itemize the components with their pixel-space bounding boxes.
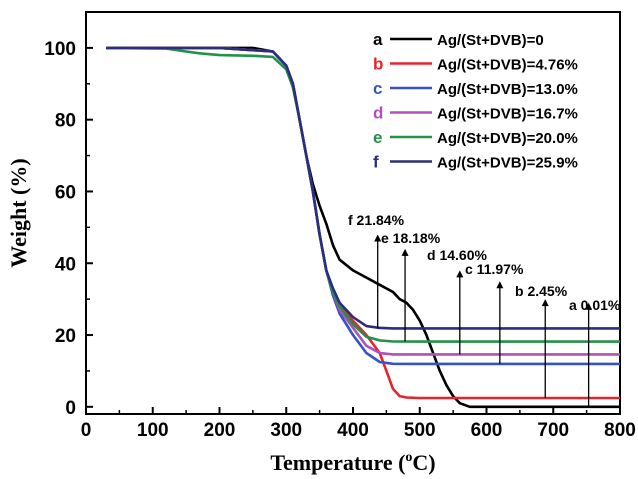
legend-label: Ag/(St+DVB)=16.7% xyxy=(437,106,578,123)
legend-letter: f xyxy=(373,153,379,172)
annotation-label: e 18.18% xyxy=(381,230,441,246)
annotation-label: f 21.84% xyxy=(348,212,405,228)
y-axis-title: Weight (%) xyxy=(6,158,31,267)
legend-label: Ag/(St+DVB)=0 xyxy=(437,32,544,49)
annotation-label: d 14.60% xyxy=(427,247,487,263)
y-tick-label: 0 xyxy=(65,398,76,419)
y-tick-label: 60 xyxy=(55,182,76,203)
legend-label: Ag/(St+DVB)=13.0% xyxy=(437,81,578,98)
x-tick-label: 400 xyxy=(337,420,369,441)
arrow-head xyxy=(456,270,464,278)
arrow-head xyxy=(374,234,382,242)
y-tick-label: 100 xyxy=(44,39,76,60)
axis-ticks: 0 100 200 300 400 500 600 700 800 0 20 40 60 80 100 xyxy=(44,11,636,441)
x-tick-label: 0 xyxy=(81,420,92,441)
series-curves xyxy=(105,46,620,409)
arrow-head xyxy=(496,281,504,289)
legend-label: Ag/(St+DVB)=25.9% xyxy=(437,155,578,172)
x-tick-label: 800 xyxy=(604,420,636,441)
x-tick-label: 200 xyxy=(204,420,236,441)
legend-label: Ag/(St+DVB)=20.0% xyxy=(437,130,578,147)
annotations: f 21.84% e 18.18%d 14.60%c 11.97% b 2.45%a… xyxy=(348,212,621,407)
legend-label: Ag/(St+DVB)=4.76% xyxy=(437,57,578,74)
arrow-head xyxy=(541,299,549,307)
y-tick-label: 40 xyxy=(55,254,76,275)
arrow-head xyxy=(401,248,409,256)
arrow-head xyxy=(585,302,593,310)
x-tick-label: 600 xyxy=(471,420,503,441)
legend: a Ag/(St+DVB)=0 b Ag/(St+DVB)=4.76% c Ag/(St+… xyxy=(373,30,578,172)
legend-letter: d xyxy=(373,104,383,123)
x-tick-label: 700 xyxy=(537,420,569,441)
x-tick-label: 100 xyxy=(137,420,169,441)
legend-letter: a xyxy=(373,30,383,49)
x-tick-label: 500 xyxy=(404,420,436,441)
legend-letter: c xyxy=(373,79,382,98)
legend-letter: b xyxy=(373,55,383,74)
annotation-label: a 0.01% xyxy=(569,297,621,313)
x-tick-label: 300 xyxy=(270,420,302,441)
x-axis-title: Temperature (oC) xyxy=(270,450,435,475)
legend-letter: e xyxy=(373,128,382,147)
series-line-f xyxy=(106,46,620,330)
annotation-label: c 11.97% xyxy=(465,261,524,277)
y-tick-label: 20 xyxy=(55,326,76,347)
annotation-label: b 2.45% xyxy=(515,283,568,299)
y-tick-label: 80 xyxy=(55,111,76,132)
